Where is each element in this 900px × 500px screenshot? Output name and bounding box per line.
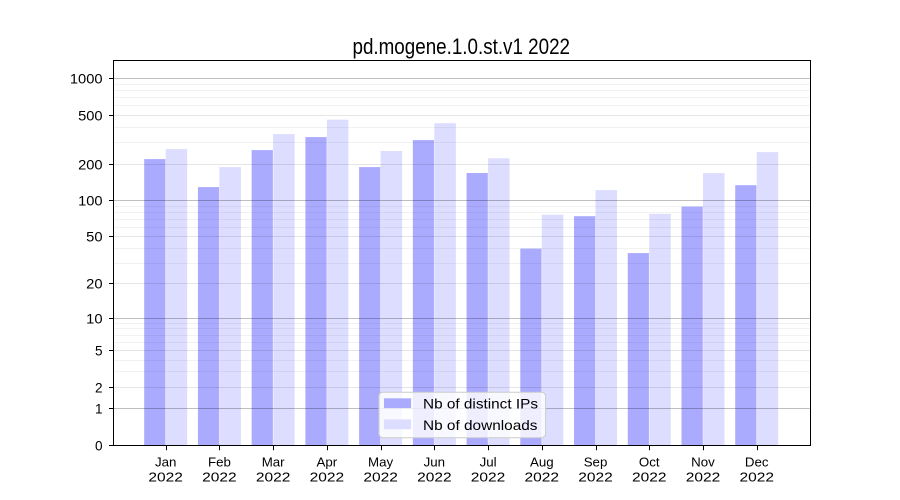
svg-text:2022: 2022 xyxy=(632,470,667,485)
svg-text:2022: 2022 xyxy=(525,470,560,485)
svg-text:pd.mogene.1.0.st.v1 2022: pd.mogene.1.0.st.v1 2022 xyxy=(353,34,571,59)
svg-text:Sep: Sep xyxy=(584,454,608,469)
svg-text:Aug: Aug xyxy=(530,454,554,469)
svg-text:2022: 2022 xyxy=(417,470,452,485)
svg-text:Nb of downloads: Nb of downloads xyxy=(423,417,538,433)
svg-text:2022: 2022 xyxy=(363,470,398,485)
svg-text:2022: 2022 xyxy=(310,470,345,485)
svg-text:2022: 2022 xyxy=(471,470,506,485)
svg-text:200: 200 xyxy=(78,158,103,173)
svg-text:2022: 2022 xyxy=(202,470,237,485)
svg-text:May: May xyxy=(368,454,393,469)
svg-text:Apr: Apr xyxy=(317,454,338,469)
svg-text:Jun: Jun xyxy=(424,454,445,469)
svg-text:1000: 1000 xyxy=(70,72,103,87)
svg-text:10: 10 xyxy=(86,312,103,327)
svg-text:100: 100 xyxy=(78,194,103,209)
svg-text:Dec: Dec xyxy=(745,454,769,469)
svg-text:20: 20 xyxy=(86,277,103,292)
svg-text:Jan: Jan xyxy=(155,454,176,469)
svg-text:Mar: Mar xyxy=(262,454,285,469)
svg-text:Feb: Feb xyxy=(208,454,231,469)
svg-text:Nov: Nov xyxy=(691,454,715,469)
svg-text:2022: 2022 xyxy=(148,470,183,485)
svg-text:500: 500 xyxy=(78,109,103,124)
svg-text:Oct: Oct xyxy=(639,454,660,469)
svg-text:0: 0 xyxy=(95,439,103,454)
svg-text:5: 5 xyxy=(95,344,103,359)
svg-text:2022: 2022 xyxy=(256,470,291,485)
svg-text:Jul: Jul xyxy=(480,454,497,469)
svg-text:2: 2 xyxy=(95,381,103,396)
svg-text:2022: 2022 xyxy=(686,470,721,485)
svg-text:1: 1 xyxy=(95,402,103,417)
svg-text:2022: 2022 xyxy=(739,470,774,485)
svg-text:Nb of distinct IPs: Nb of distinct IPs xyxy=(423,396,538,412)
svg-text:2022: 2022 xyxy=(578,470,613,485)
svg-text:50: 50 xyxy=(86,230,103,245)
